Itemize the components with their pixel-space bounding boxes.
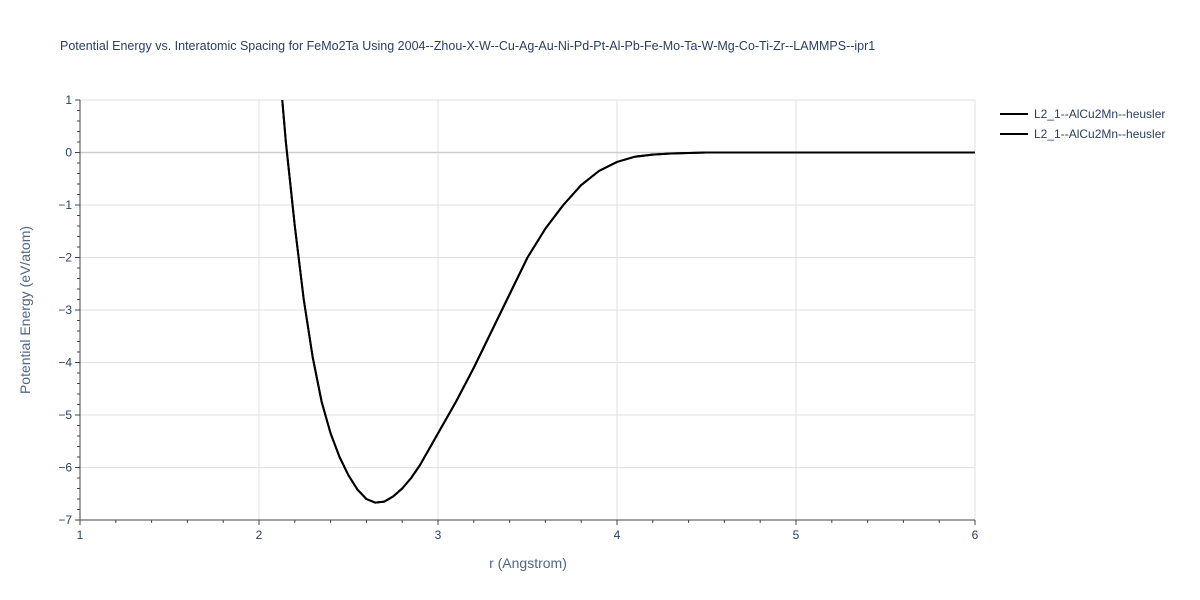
legend-label-1[interactable]: L2_1--AlCu2Mn--heusler: [1034, 107, 1165, 121]
grid-lines: [80, 99, 976, 520]
x-axis-title: r (Angstrom): [489, 555, 567, 571]
x-tick-label: 4: [614, 528, 621, 542]
series-line-2[interactable]: [281, 100, 975, 504]
y-tick-label: −5: [58, 408, 72, 422]
y-tick-label: −2: [58, 251, 72, 265]
x-tick-label: 6: [972, 528, 979, 542]
x-tick-label: 1: [77, 528, 84, 542]
y-tick-label: 1: [65, 93, 72, 107]
plot-area[interactable]: [281, 100, 975, 504]
legend[interactable]: L2_1--AlCu2Mn--heusler L2_1--AlCu2Mn--heu…: [1000, 107, 1165, 141]
tick-labels: 1 2 3 4 5 6 1 0 −1 −2 −3 −4 −5 −6 −7: [58, 93, 978, 542]
axes: [75, 99, 976, 525]
y-tick-label: −7: [58, 513, 72, 527]
y-tick-label: 0: [65, 146, 72, 160]
series-line-1[interactable]: [281, 100, 975, 504]
x-tick-label: 3: [435, 528, 442, 542]
chart-title: Potential Energy vs. Interatomic Spacing…: [60, 39, 875, 53]
y-tick-label: −6: [58, 461, 72, 475]
legend-label-2[interactable]: L2_1--AlCu2Mn--heusler: [1034, 127, 1165, 141]
y-tick-label: −4: [58, 356, 72, 370]
y-axis-title: Potential Energy (eV/atom): [17, 226, 33, 394]
y-tick-label: −3: [58, 303, 72, 317]
x-tick-label: 5: [793, 528, 800, 542]
x-tick-label: 2: [256, 528, 263, 542]
y-tick-label: −1: [58, 198, 72, 212]
